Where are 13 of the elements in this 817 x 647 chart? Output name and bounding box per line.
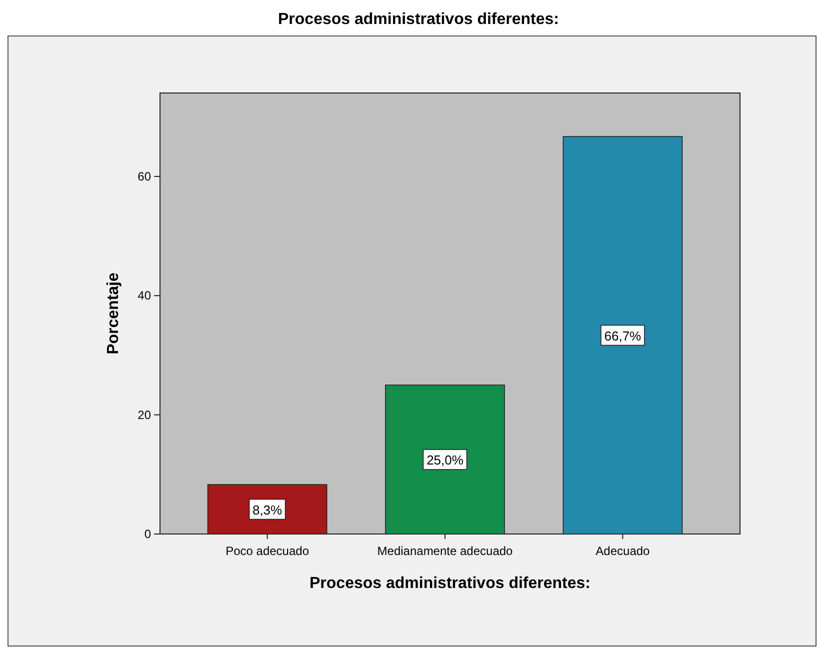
x-tick-label: Adecuado bbox=[596, 544, 650, 558]
y-tick-label: 40 bbox=[138, 288, 152, 303]
data-label: 66,7% bbox=[604, 328, 642, 344]
y-tick-label: 60 bbox=[138, 169, 152, 184]
y-tick-label: 0 bbox=[144, 527, 152, 541]
data-label: 8,3% bbox=[252, 502, 283, 518]
data-label: 25,0% bbox=[426, 452, 464, 468]
x-tick-label: Medianamente adecuado bbox=[377, 544, 514, 558]
y-tick-label: 20 bbox=[138, 408, 152, 422]
x-tick-label: Poco adecuado bbox=[226, 544, 310, 558]
x-axis-title: Procesos administrativos diferentes: bbox=[310, 575, 590, 592]
chart-title: Procesos administrativos diferentes: bbox=[278, 11, 559, 28]
y-axis-title: Porcentaje bbox=[105, 272, 122, 354]
